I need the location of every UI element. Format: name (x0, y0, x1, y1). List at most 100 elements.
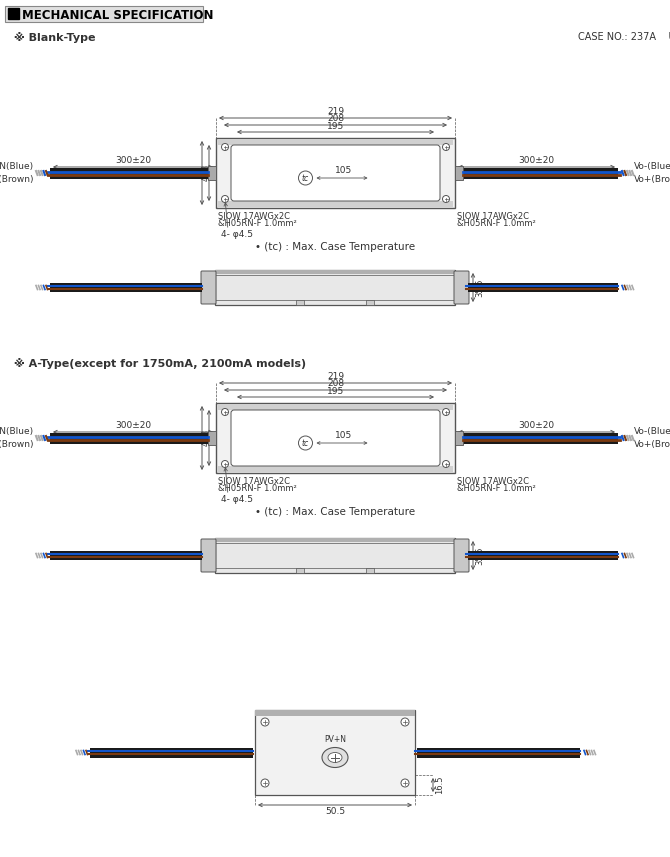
FancyBboxPatch shape (231, 145, 440, 201)
Bar (455, 166, 463, 180)
Text: AC/N(Blue): AC/N(Blue) (0, 427, 34, 436)
Bar (296, 568, 304, 573)
Text: tc: tc (302, 173, 309, 183)
Bar (366, 300, 374, 305)
Text: 195: 195 (327, 387, 344, 396)
Text: Vo+(Brown): Vo+(Brown) (634, 175, 670, 184)
Text: SJOW 17AWGx2C: SJOW 17AWGx2C (218, 477, 290, 486)
Text: 50.5: 50.5 (325, 807, 345, 816)
Text: 208: 208 (327, 379, 344, 388)
FancyBboxPatch shape (201, 539, 216, 572)
Bar (218, 139, 453, 145)
Bar (468, 551, 618, 560)
Text: AC/L(Brown): AC/L(Brown) (0, 175, 34, 184)
Bar (255, 710, 415, 795)
FancyBboxPatch shape (454, 271, 469, 304)
Text: &H05RN-F 1.0mm²: &H05RN-F 1.0mm² (218, 219, 297, 228)
Text: Vo-(Blue): Vo-(Blue) (634, 162, 670, 171)
Text: 45.8: 45.8 (202, 429, 211, 446)
Text: PV+N: PV+N (324, 734, 346, 744)
FancyBboxPatch shape (454, 539, 469, 572)
FancyBboxPatch shape (231, 410, 440, 466)
Text: 219: 219 (327, 107, 344, 116)
Circle shape (442, 143, 450, 151)
Text: 35.5: 35.5 (475, 546, 484, 565)
Text: &H05RN-F 1.0mm²: &H05RN-F 1.0mm² (457, 219, 536, 228)
Text: SJOW 17AWGx2C: SJOW 17AWGx2C (218, 212, 290, 221)
Text: 300±20: 300±20 (519, 421, 555, 430)
Text: SJOW 17AWGx2C: SJOW 17AWGx2C (457, 212, 529, 221)
Text: MECHANICAL SPECIFICATION: MECHANICAL SPECIFICATION (22, 9, 214, 21)
Bar (8, 8, 19, 19)
Bar (215, 538, 455, 573)
Circle shape (261, 779, 269, 787)
Bar (463, 167, 618, 178)
Circle shape (299, 171, 312, 185)
Text: SJOW 17AWGx2C: SJOW 17AWGx2C (457, 477, 529, 486)
FancyBboxPatch shape (201, 271, 216, 304)
Bar (463, 433, 618, 444)
Text: AC/N(Blue): AC/N(Blue) (0, 162, 34, 171)
Bar (215, 270, 455, 274)
Ellipse shape (322, 747, 348, 768)
Text: 4- φ4.5: 4- φ4.5 (221, 495, 253, 504)
Text: 63: 63 (191, 433, 200, 443)
Bar (50, 283, 202, 292)
Text: 35.5: 35.5 (475, 279, 484, 297)
Bar (255, 710, 415, 716)
Bar (50, 433, 208, 444)
Circle shape (442, 195, 450, 202)
Bar (216, 138, 455, 208)
Text: 16.5: 16.5 (435, 776, 444, 794)
Bar (218, 201, 453, 207)
Text: • (tc) : Max. Case Temperature: • (tc) : Max. Case Temperature (255, 242, 415, 252)
Text: 219: 219 (327, 372, 344, 381)
Circle shape (401, 779, 409, 787)
Text: • (tc) : Max. Case Temperature: • (tc) : Max. Case Temperature (255, 507, 415, 517)
Bar (218, 404, 453, 410)
Bar (90, 747, 253, 758)
Text: 4- φ4.5: 4- φ4.5 (221, 230, 253, 239)
Text: 105: 105 (335, 166, 352, 175)
Text: AC/L(Brown): AC/L(Brown) (0, 440, 34, 449)
Text: &H05RN-F 1.0mm²: &H05RN-F 1.0mm² (457, 484, 536, 493)
Bar (208, 166, 216, 180)
Bar (215, 270, 455, 305)
Circle shape (222, 195, 228, 202)
Text: 63: 63 (191, 168, 200, 178)
Bar (455, 431, 463, 445)
Bar (366, 568, 374, 573)
Bar (208, 431, 216, 445)
Circle shape (442, 409, 450, 416)
Bar (215, 538, 455, 542)
Text: 105: 105 (335, 431, 352, 440)
Text: &H05RN-F 1.0mm²: &H05RN-F 1.0mm² (218, 484, 297, 493)
Bar (50, 551, 202, 560)
Bar (417, 747, 580, 758)
Circle shape (261, 718, 269, 726)
Text: Vo-(Blue): Vo-(Blue) (634, 427, 670, 436)
Text: ※ A-Type(except for 1750mA, 2100mA models): ※ A-Type(except for 1750mA, 2100mA model… (14, 358, 306, 369)
Text: 208: 208 (327, 114, 344, 123)
Text: Vo+(Brown): Vo+(Brown) (634, 440, 670, 449)
Circle shape (299, 436, 312, 450)
Text: ※ Blank-Type: ※ Blank-Type (14, 32, 96, 43)
Ellipse shape (328, 752, 342, 763)
Text: 300±20: 300±20 (115, 156, 151, 165)
Text: 300±20: 300±20 (115, 421, 151, 430)
Circle shape (222, 409, 228, 416)
Circle shape (222, 460, 228, 468)
Bar (296, 300, 304, 305)
Text: 45.8: 45.8 (202, 165, 211, 182)
Circle shape (401, 718, 409, 726)
Bar (5, 6, 203, 22)
Text: tc: tc (302, 439, 309, 447)
Bar (216, 403, 455, 473)
Text: 300±20: 300±20 (519, 156, 555, 165)
Bar (36, 169, 50, 177)
Bar (468, 283, 618, 292)
Circle shape (442, 460, 450, 468)
Bar (50, 167, 208, 178)
Text: CASE NO.: 237A    Unit:mm: CASE NO.: 237A Unit:mm (578, 32, 670, 42)
Circle shape (222, 143, 228, 151)
